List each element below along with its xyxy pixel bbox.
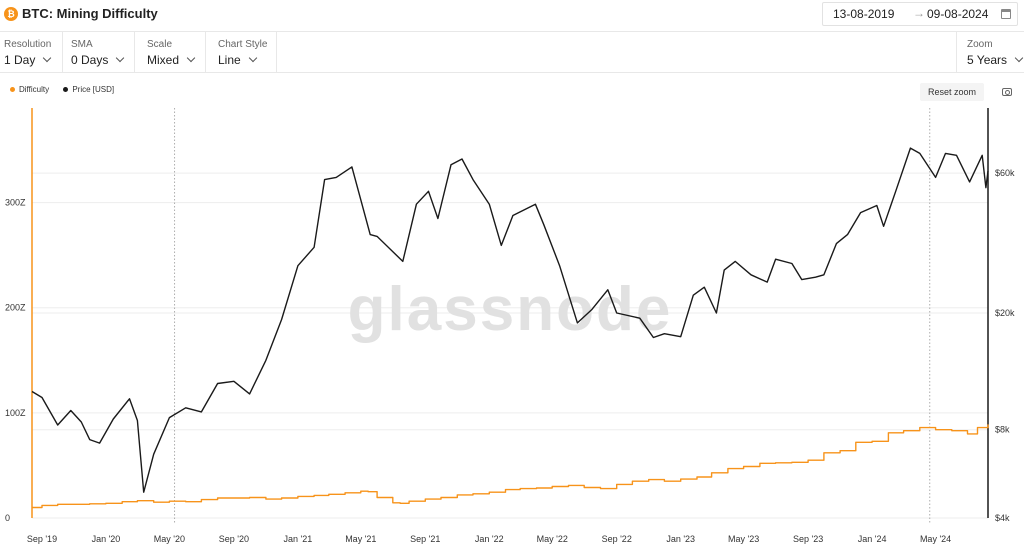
legend-item-price[interactable]: Price [USD] xyxy=(63,85,114,94)
x-tick-label: Sep '20 xyxy=(219,534,249,544)
x-tick-label: Jan '21 xyxy=(284,534,313,544)
x-axis-ticks: Sep '19 Jan '20 May '20 Sep '20 Jan '21 May '… xyxy=(27,534,951,544)
legend-item-difficulty[interactable]: Difficulty xyxy=(10,85,49,94)
scale-dropdown[interactable]: Scale Mixed xyxy=(135,32,206,72)
x-tick-label: May '24 xyxy=(920,534,951,544)
y-left-tick-label: 300Z xyxy=(5,198,26,208)
chart-legend: Difficulty Price [USD] xyxy=(10,85,126,94)
legend-dot xyxy=(10,87,15,92)
resolution-dropdown[interactable]: Resolution 1 Day xyxy=(0,32,63,72)
price-series-line xyxy=(31,147,989,493)
x-tick-label: Jan '24 xyxy=(858,534,887,544)
resolution-value[interactable]: 1 Day xyxy=(4,53,52,67)
legend-dot xyxy=(63,87,69,92)
chevron-down-icon xyxy=(186,53,196,63)
chart-style-value[interactable]: Line xyxy=(218,53,257,67)
chevron-down-icon xyxy=(248,53,257,63)
x-tick-label: Sep '21 xyxy=(410,534,440,544)
chart-style-dropdown[interactable]: Chart Style Line xyxy=(206,32,277,72)
watermark-text: glassnode xyxy=(348,275,673,344)
reset-zoom-button[interactable]: Reset zoom xyxy=(920,83,984,101)
sma-value[interactable]: 0 Days xyxy=(71,53,125,67)
bitcoin-icon: ₿ xyxy=(4,7,18,21)
x-tick-label: May '20 xyxy=(154,534,185,544)
zoom-dropdown[interactable]: Zoom 5 Years xyxy=(956,32,1024,72)
header-bar: ₿ BTC: Mining Difficulty 13-08-2019 → 09… xyxy=(0,0,1024,32)
camera-icon[interactable] xyxy=(1002,88,1012,96)
x-tick-label: Sep '23 xyxy=(793,534,823,544)
arrow-right-icon: → xyxy=(913,6,925,20)
y-right-tick-label: $8k xyxy=(995,425,1010,435)
date-range-picker[interactable]: 13-08-2019 → 09-08-2024 xyxy=(822,2,1018,26)
chart-controls: Resolution 1 Day SMA 0 Days Scale Mixed … xyxy=(0,32,1024,73)
y-right-ticks: $4k $8k $20k $60k xyxy=(995,168,1015,523)
difficulty-series-line xyxy=(32,424,989,509)
scale-value[interactable]: Mixed xyxy=(147,53,196,67)
x-tick-label: May '23 xyxy=(728,534,759,544)
calendar-icon[interactable] xyxy=(1001,9,1011,19)
y-left-tick-label: 0 xyxy=(5,513,10,523)
chevron-down-icon xyxy=(1014,53,1024,63)
resolution-label: Resolution xyxy=(4,39,52,50)
date-end-field[interactable]: 09-08-2024 xyxy=(927,7,989,21)
y-left-tick-label: 200Z xyxy=(5,303,26,313)
chart-canvas: glassnode 0 100Z 200Z 300Z $4k $8k $20k $60k S… xyxy=(5,108,1015,544)
sma-label: SMA xyxy=(71,39,93,50)
x-tick-label: Jan '22 xyxy=(475,534,504,544)
x-tick-label: Jan '23 xyxy=(666,534,695,544)
x-tick-label: May '22 xyxy=(537,534,568,544)
zoom-value[interactable]: 5 Years xyxy=(967,53,1024,67)
chart-style-label: Chart Style xyxy=(218,39,268,50)
x-tick-label: Sep '19 xyxy=(27,534,57,544)
date-start-field[interactable]: 13-08-2019 xyxy=(833,7,895,21)
x-tick-label: May '21 xyxy=(345,534,376,544)
scale-label: Scale xyxy=(147,39,173,50)
chevron-down-icon xyxy=(43,53,52,63)
y-right-tick-label: $60k xyxy=(995,168,1015,178)
chevron-down-icon xyxy=(116,53,125,63)
page-title: BTC: Mining Difficulty xyxy=(22,6,158,21)
y-right-tick-label: $4k xyxy=(995,513,1010,523)
y-left-tick-label: 100Z xyxy=(5,408,26,418)
vertical-markers xyxy=(174,108,931,524)
grid-lines xyxy=(32,172,988,519)
chart-series xyxy=(31,147,989,509)
y-right-tick-label: $20k xyxy=(995,308,1015,318)
x-tick-label: Jan '20 xyxy=(92,534,121,544)
x-tick-label: Sep '22 xyxy=(602,534,632,544)
sma-dropdown[interactable]: SMA 0 Days xyxy=(63,32,135,72)
y-left-ticks: 0 100Z 200Z 300Z xyxy=(5,198,26,523)
zoom-label: Zoom xyxy=(967,39,993,50)
